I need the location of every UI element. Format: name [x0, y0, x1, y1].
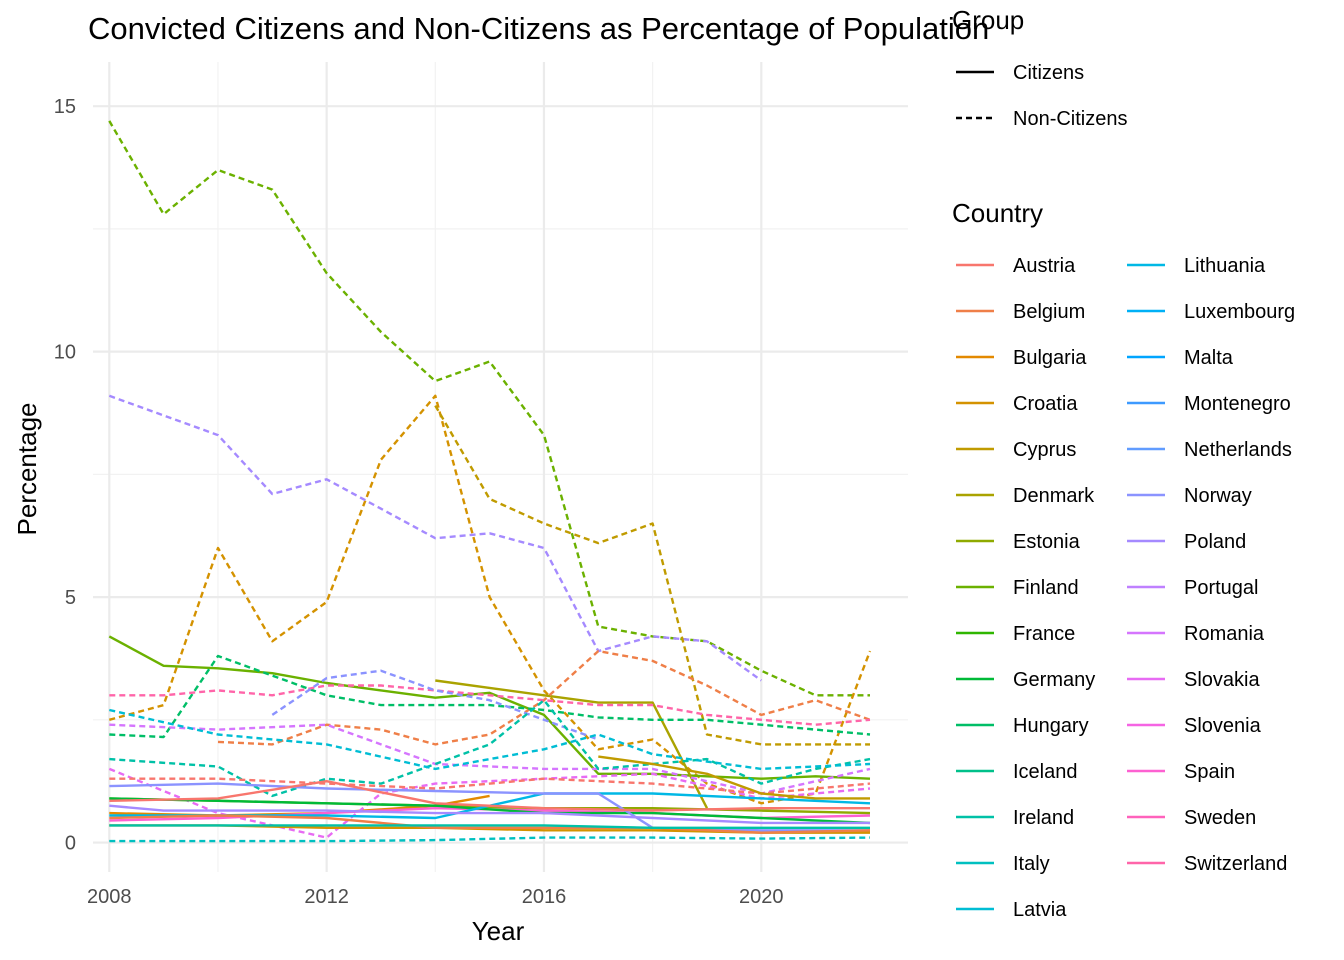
series-line-finland-citizens [108, 635, 871, 780]
grid [93, 62, 908, 872]
legend-group-title: Group [952, 5, 1024, 35]
y-axis-title: Percentage [12, 403, 42, 536]
series-line-norway-citizens [109, 782, 870, 832]
legend-label: Bulgaria [1013, 347, 1087, 369]
legend-label: Cyprus [1013, 439, 1076, 461]
x-axis-title: Year [472, 916, 525, 946]
x-tick-label: 2012 [304, 886, 349, 908]
x-tick-label: 2008 [87, 886, 132, 908]
series-line-cyprus-citizens [598, 755, 870, 800]
legend-label: Latvia [1013, 899, 1067, 921]
legend-label: Spain [1184, 761, 1235, 783]
legend-label: Montenegro [1184, 393, 1291, 415]
series-line-germany-citizens [109, 797, 871, 825]
legend-label: Malta [1184, 347, 1234, 369]
legend-label: Slovenia [1184, 715, 1262, 737]
legend-label: Ireland [1013, 807, 1074, 829]
legend-label: France [1013, 623, 1075, 645]
series-line-slovakia-non-citizens [108, 767, 871, 839]
series-lines [108, 120, 872, 843]
legend-label: Slovakia [1184, 669, 1260, 691]
legend-label: Romania [1184, 623, 1265, 645]
series-line-austria-citizens [109, 780, 870, 812]
axis-ticks: 0 5 10 15 2008 2012 2016 2020 [54, 96, 784, 908]
series-line-romania-non-citizens [109, 723, 871, 795]
series-line-finland-non-citizens [108, 120, 870, 697]
series-line-italy-non-citizens [109, 836, 871, 843]
legend-label: Germany [1013, 669, 1095, 691]
legend-label: Finland [1013, 577, 1079, 599]
chart-title: Convicted Citizens and Non-Citizens as P… [88, 11, 989, 46]
series-line-belgium-non-citizens [217, 649, 871, 746]
y-tick-label: 10 [54, 342, 76, 364]
series-line-poland-citizens [109, 804, 870, 825]
legend-label: Denmark [1013, 485, 1095, 507]
legend-label: Hungary [1013, 715, 1089, 737]
legend-label: Luxembourg [1184, 301, 1295, 323]
series-line-switzerland-non-citizens [109, 684, 871, 726]
legend-label: Italy [1013, 853, 1050, 875]
legend: Group Country Citizens Non-Citizens Austri… [952, 5, 1295, 921]
legend-label: Poland [1184, 531, 1246, 553]
legend-label: Norway [1184, 485, 1252, 507]
series-line-hungary-non-citizens [109, 654, 871, 739]
series-line-cyprus-non-citizens [434, 404, 870, 746]
series-line-ireland-non-citizens [109, 699, 871, 798]
legend-label: Lithuania [1184, 255, 1266, 277]
legend-label: Portugal [1184, 577, 1259, 599]
y-tick-label: 15 [54, 96, 76, 118]
series-line-belgium-citizens [109, 814, 871, 834]
series-line-latvia-non-citizens [109, 708, 871, 771]
y-tick-label: 5 [65, 587, 76, 609]
x-tick-label: 2020 [739, 886, 784, 908]
legend-country-title: Country [952, 198, 1043, 228]
legend-label: Citizens [1013, 62, 1084, 84]
legend-label: Austria [1013, 255, 1076, 277]
legend-label: Sweden [1184, 807, 1256, 829]
legend-label: Estonia [1013, 531, 1081, 553]
legend-label: Netherlands [1184, 439, 1292, 461]
series-line-austria-non-citizens [109, 777, 871, 795]
legend-label: Iceland [1013, 761, 1078, 783]
x-tick-label: 2016 [522, 886, 567, 908]
series-line-norway-non-citizens [271, 669, 599, 741]
legend-label: Croatia [1013, 393, 1078, 415]
series-line-poland-non-citizens [108, 394, 763, 682]
legend-label: Switzerland [1184, 853, 1287, 875]
y-tick-label: 0 [65, 833, 76, 855]
legend-label: Belgium [1013, 301, 1085, 323]
series-line-ireland-citizens [109, 824, 870, 829]
legend-label: Non-Citizens [1013, 108, 1127, 130]
